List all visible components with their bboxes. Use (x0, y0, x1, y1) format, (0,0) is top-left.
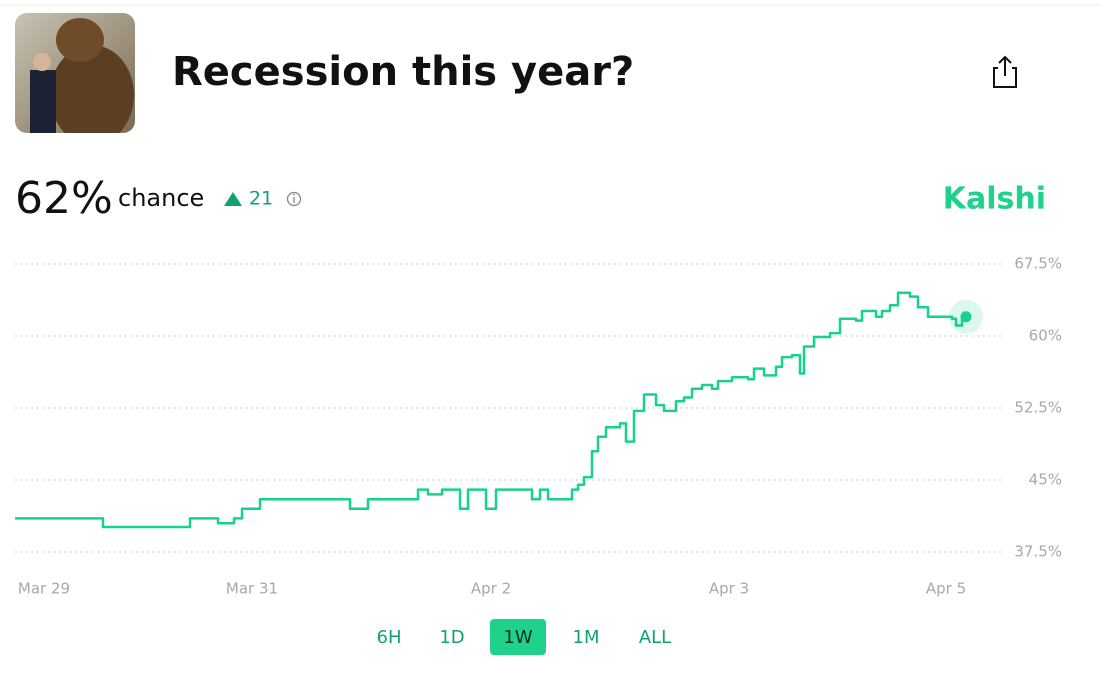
price-line (15, 291, 966, 529)
y-tick-label: 67.5% (1014, 255, 1062, 273)
change: 21 (249, 188, 273, 210)
probability: 62% (15, 173, 113, 224)
chart: 37.5% 45% 52.5% 60% 67.5% Mar 29 Mar 31 Apr 2 Ap… (15, 255, 1062, 598)
y-tick-label: 45% (1029, 471, 1062, 489)
range-button[interactable]: ALL (639, 627, 671, 648)
range-button-label[interactable]: 1D (439, 627, 464, 648)
up-arrow (224, 192, 242, 206)
current-point (960, 311, 972, 323)
x-tick-label: Mar 31 (226, 580, 278, 598)
probability-label: chance (118, 184, 204, 212)
range-button-label[interactable]: 1M (573, 627, 600, 648)
thumbnail (15, 13, 135, 133)
range-button[interactable]: 1M (573, 627, 600, 648)
range-button[interactable]: 1D (439, 627, 464, 648)
x-tick-label: Apr 2 (471, 580, 511, 598)
x-tick-label: Apr 3 (709, 580, 749, 598)
share-button[interactable] (993, 55, 1017, 88)
range-button-label[interactable]: 1W (503, 627, 532, 648)
source: Kalshi (943, 182, 1046, 217)
y-tick-label: 60% (1029, 327, 1062, 345)
y-tick-label: 52.5% (1014, 399, 1062, 417)
market-title: Recession this year? (172, 49, 634, 95)
range-button[interactable]: 6H (377, 627, 402, 648)
info-icon[interactable] (286, 191, 302, 207)
x-tick-label: Mar 29 (18, 580, 70, 598)
range-button-label[interactable]: ALL (639, 627, 671, 648)
range-buttons: 6H 1D 1W 1M ALL (377, 619, 671, 655)
range-button-label[interactable]: 6H (377, 627, 402, 648)
x-tick-label: Apr 5 (926, 580, 966, 598)
range-button[interactable]: 1W (490, 619, 546, 655)
y-tick-label: 37.5% (1014, 543, 1062, 561)
range-button-bg (490, 619, 546, 655)
